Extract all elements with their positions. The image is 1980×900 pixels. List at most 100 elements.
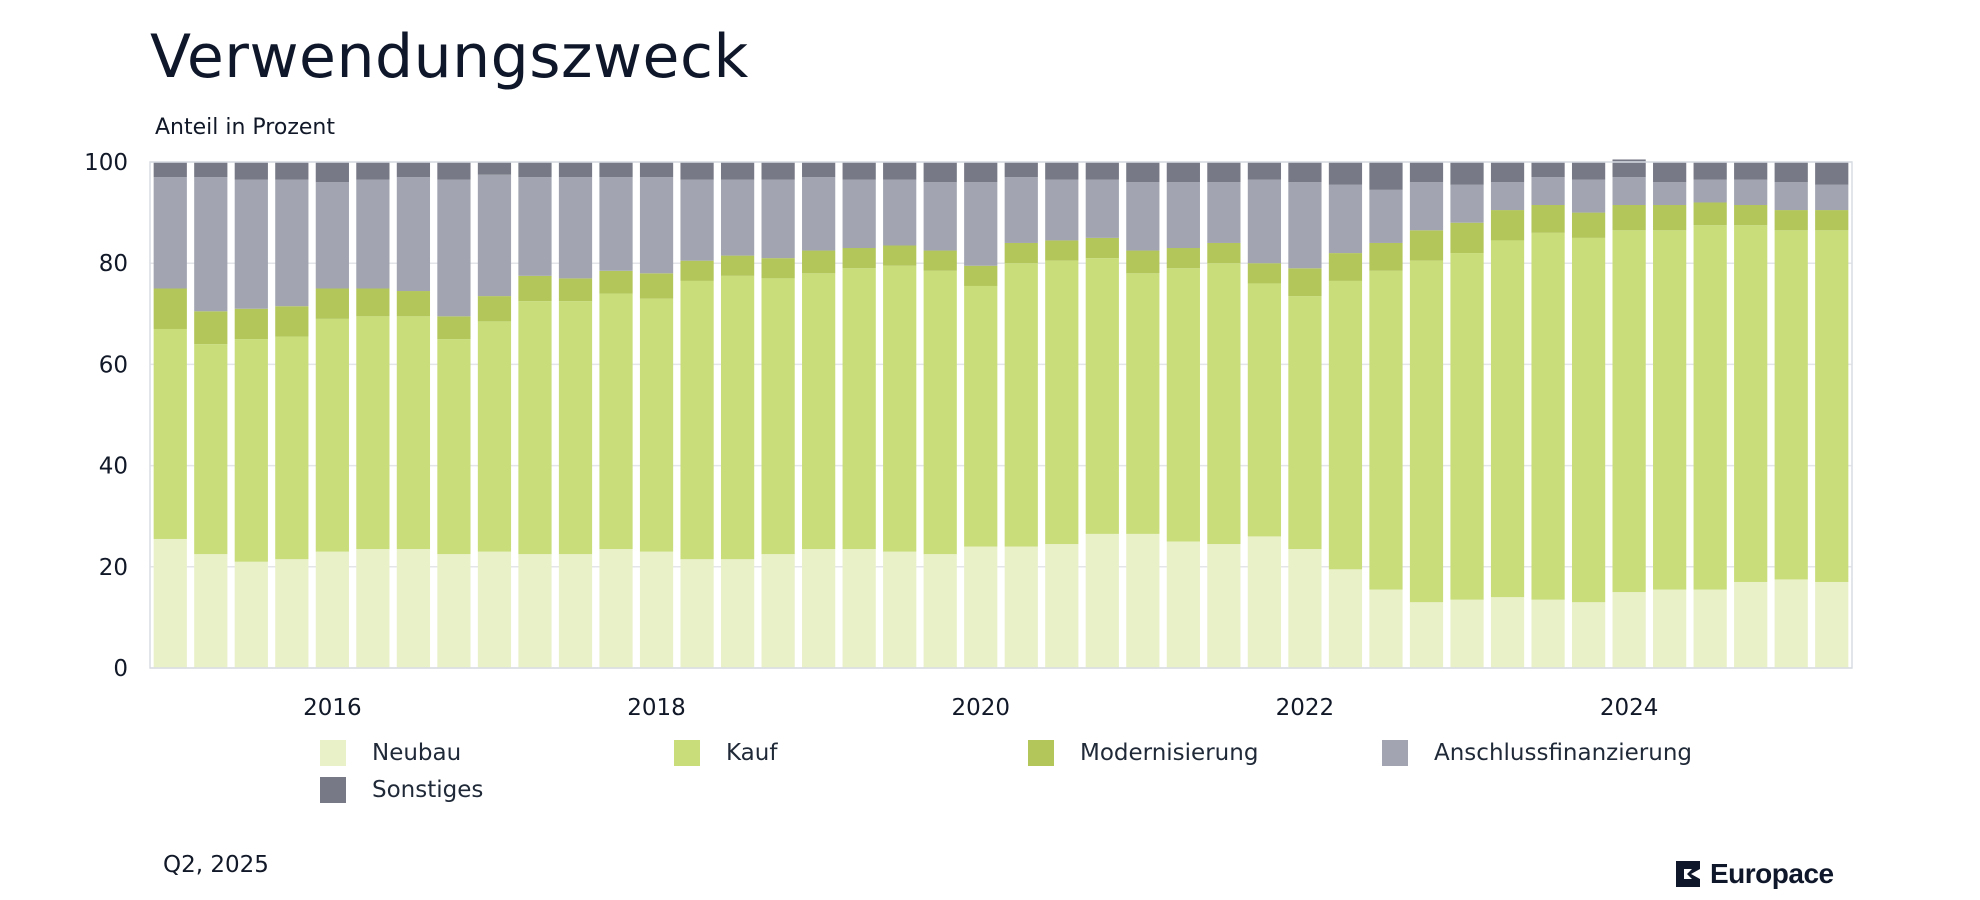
brand-logo: Europace xyxy=(1676,858,1834,890)
bar-segment-anschlussfinanzierung xyxy=(639,177,674,274)
bar-segment-anschlussfinanzierung xyxy=(275,179,309,307)
legend-label: Neubau xyxy=(372,740,462,766)
bar-segment-neubau xyxy=(396,549,431,668)
bar-segment-modernisierung xyxy=(761,258,795,279)
bar-segment-sonstiges xyxy=(1045,162,1079,180)
legend-item-neubau: Neubau xyxy=(320,740,461,766)
bar-segment-neubau xyxy=(1288,549,1322,668)
bar-segment-neubau xyxy=(1490,597,1525,668)
bar-segment-anschlussfinanzierung xyxy=(1369,189,1403,243)
chart-title: Verwendungszweck xyxy=(150,22,749,92)
y-tick-label: 100 xyxy=(84,150,128,176)
bar-segment-sonstiges xyxy=(396,162,431,178)
bar-segment-kauf xyxy=(1490,240,1525,598)
bar-segment-modernisierung xyxy=(964,265,998,286)
y-tick-label: 40 xyxy=(99,454,128,480)
bar-segment-anschlussfinanzierung xyxy=(234,179,268,309)
bar-segment-kauf xyxy=(396,316,431,550)
x-tick-label: 2016 xyxy=(303,695,362,720)
bar-segment-kauf xyxy=(356,316,390,550)
bar-segment-sonstiges xyxy=(356,162,390,180)
bar-segment-kauf xyxy=(234,339,268,562)
legend-item-kauf: Kauf xyxy=(674,740,777,766)
bar-segment-sonstiges xyxy=(194,162,228,178)
bar-segment-anschlussfinanzierung xyxy=(437,179,471,317)
bar-segment-sonstiges xyxy=(1126,162,1160,183)
bar-segment-modernisierung xyxy=(1085,237,1119,259)
bar-segment-kauf xyxy=(437,339,471,555)
bar-segment-anschlussfinanzierung xyxy=(1450,184,1484,223)
bar-segment-sonstiges xyxy=(153,162,187,178)
bar-segment-anschlussfinanzierung xyxy=(1531,177,1565,206)
bar-segment-kauf xyxy=(1571,237,1606,603)
bar-segment-modernisierung xyxy=(1207,242,1241,264)
bar-segment-anschlussfinanzierung xyxy=(356,179,390,289)
bar-segment-sonstiges xyxy=(1207,162,1241,183)
bar-segment-anschlussfinanzierung xyxy=(1288,182,1322,269)
bar-segment-kauf xyxy=(1734,225,1768,582)
bar-segment-neubau xyxy=(1450,599,1484,668)
bar-segment-modernisierung xyxy=(1450,222,1484,254)
y-tick-label: 60 xyxy=(99,352,128,378)
bar-segment-anschlussfinanzierung xyxy=(153,177,187,289)
bar-segment-kauf xyxy=(923,270,957,555)
bar-segment-kauf xyxy=(1409,260,1444,603)
bar-segment-kauf xyxy=(1004,263,1038,547)
bar-segment-sonstiges xyxy=(558,162,593,178)
bar-segment-neubau xyxy=(1045,544,1079,668)
bar-segment-neubau xyxy=(194,554,228,668)
bar-segment-kauf xyxy=(1653,230,1687,590)
bar-segment-kauf xyxy=(153,328,187,539)
y-axis-unit-label: Anteil in Prozent xyxy=(155,115,335,140)
bar-segment-anschlussfinanzierung xyxy=(558,177,593,279)
bar-segment-neubau xyxy=(1612,592,1646,668)
bar-segment-anschlussfinanzierung xyxy=(1571,179,1606,213)
bar-segment-anschlussfinanzierung xyxy=(1085,179,1119,238)
bar-segment-anschlussfinanzierung xyxy=(1734,179,1768,206)
bar-segment-sonstiges xyxy=(1612,159,1646,178)
legend-swatch xyxy=(320,777,346,803)
bar-segment-neubau xyxy=(842,549,876,668)
bar-segment-modernisierung xyxy=(315,288,349,319)
bar-segment-neubau xyxy=(1815,581,1849,668)
bar-segment-sonstiges xyxy=(842,162,876,180)
bar-segment-sonstiges xyxy=(1531,162,1565,178)
bar-segment-kauf xyxy=(761,278,795,555)
bar-segment-anschlussfinanzierung xyxy=(1126,182,1160,251)
bar-segment-anschlussfinanzierung xyxy=(1490,182,1525,211)
bar-segment-modernisierung xyxy=(234,308,268,340)
bar-segment-kauf xyxy=(802,273,836,550)
bar-segment-sonstiges xyxy=(315,162,349,183)
legend-swatch xyxy=(1028,740,1054,766)
bar-segment-anschlussfinanzierung xyxy=(680,179,714,261)
brand-name: Europace xyxy=(1710,858,1834,889)
bar-segment-sonstiges xyxy=(761,162,795,180)
bar-segment-neubau xyxy=(275,559,309,668)
bar-segment-modernisierung xyxy=(1004,242,1038,264)
bar-segment-sonstiges xyxy=(923,162,957,183)
bar-segment-anschlussfinanzierung xyxy=(1612,177,1646,206)
bar-segment-anschlussfinanzierung xyxy=(1328,184,1363,254)
bar-segment-modernisierung xyxy=(477,296,512,322)
bar-segment-kauf xyxy=(639,298,674,552)
report-date: Q2, 2025 xyxy=(163,852,269,878)
legend-label: Anschlussfinanzierung xyxy=(1434,740,1693,766)
bar-segment-modernisierung xyxy=(1693,202,1727,226)
bar-segment-neubau xyxy=(1004,546,1038,668)
bar-segment-modernisierung xyxy=(1490,210,1525,241)
bar-segment-sonstiges xyxy=(1450,162,1484,185)
bar-segment-sonstiges xyxy=(599,162,633,178)
bar-segment-sonstiges xyxy=(1490,162,1525,183)
bar-segment-neubau xyxy=(680,559,714,668)
bar-segment-modernisierung xyxy=(1166,248,1200,269)
bar-segment-anschlussfinanzierung xyxy=(883,179,917,246)
bar-segment-kauf xyxy=(1693,225,1727,590)
bar-segment-sonstiges xyxy=(1653,162,1687,183)
x-tick-label: 2024 xyxy=(1600,695,1659,720)
bar-segment-modernisierung xyxy=(680,260,714,281)
bars xyxy=(153,159,1849,668)
bar-segment-kauf xyxy=(1815,230,1849,582)
bar-segment-kauf xyxy=(1126,273,1160,534)
bar-segment-modernisierung xyxy=(1247,263,1282,284)
bar-segment-modernisierung xyxy=(437,316,471,340)
